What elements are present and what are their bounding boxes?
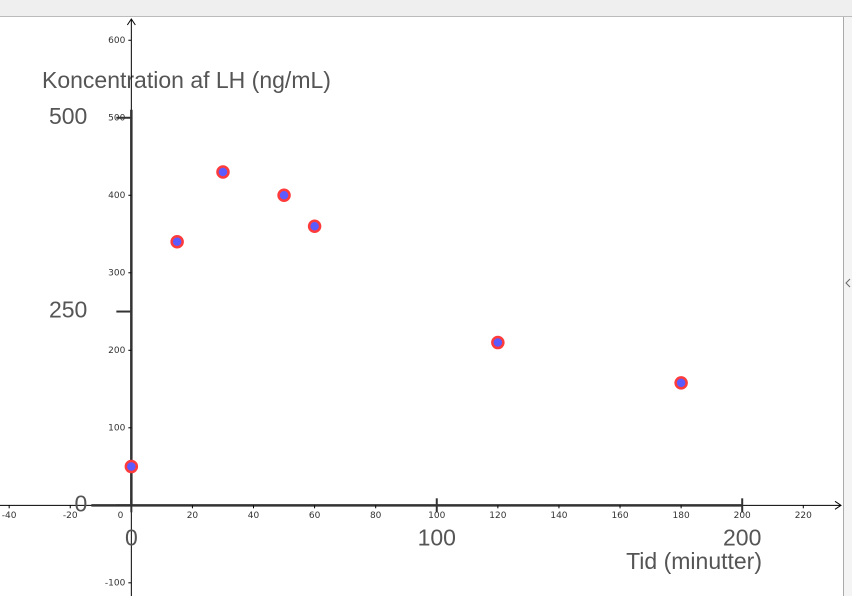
- x-tick-label: 160: [611, 511, 628, 521]
- x-tick-label: 100: [428, 511, 445, 521]
- image-y-tick-label: 500: [49, 103, 87, 129]
- data-point: [674, 376, 688, 390]
- y-tick-label: 600: [108, 36, 125, 46]
- panel-toggle[interactable]: [845, 278, 851, 288]
- y-axis-title: Koncentration af LH (ng/mL): [42, 67, 331, 93]
- y-tick-label: 200: [108, 346, 125, 356]
- side-panel-edge: [844, 17, 852, 596]
- data-point: [307, 219, 322, 234]
- x-tick-label: 0: [118, 511, 124, 521]
- image-x-tick-label: 100: [418, 524, 456, 550]
- x-tick-label: 120: [489, 511, 506, 521]
- x-tick-label: 60: [309, 511, 321, 521]
- x-tick-label: 20: [187, 511, 199, 521]
- image-y-tick-label: 0: [75, 490, 88, 516]
- image-x-tick-label: 200: [723, 524, 761, 550]
- x-tick-label: -20: [63, 511, 78, 521]
- y-tick-label: 100: [108, 423, 125, 433]
- data-point: [491, 335, 505, 350]
- x-tick-label: 200: [734, 511, 751, 521]
- y-axis-arrow: [126, 18, 136, 26]
- y-tick-label: -100: [105, 578, 126, 588]
- x-axis-arrow: [834, 500, 842, 510]
- x-tick-label: 80: [370, 511, 382, 521]
- x-axis-title: Tid (minutter): [626, 548, 762, 574]
- x-tick-label: 40: [248, 511, 260, 521]
- x-tick-label: -40: [2, 511, 17, 521]
- x-tick-label: 140: [550, 511, 567, 521]
- y-tick-label: 400: [108, 191, 125, 201]
- data-point: [277, 188, 291, 203]
- data-point: [170, 235, 184, 249]
- data-point: [216, 165, 230, 179]
- toolbar-strip: [0, 0, 852, 16]
- image-y-tick-label: 250: [49, 297, 87, 323]
- x-tick-label: 180: [673, 511, 690, 521]
- data-point: [124, 459, 139, 474]
- y-tick-label: 300: [108, 268, 125, 278]
- image-x-tick-label: 0: [125, 524, 138, 550]
- x-tick-label: 220: [795, 511, 812, 521]
